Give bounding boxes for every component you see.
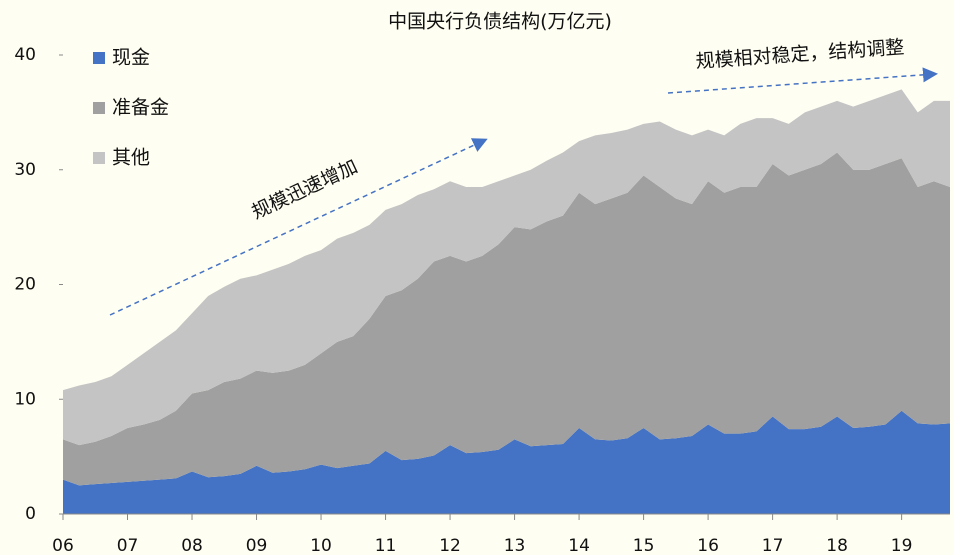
annotation: 规模迅速增加: [248, 155, 361, 223]
x-tick-label: 19: [891, 536, 913, 555]
x-tick-label: 12: [439, 536, 461, 555]
legend-swatch: [93, 152, 105, 164]
area: [63, 152, 950, 486]
x-tick-label: 17: [762, 536, 784, 555]
y-tick-label: 10: [14, 389, 36, 409]
y-tick-label: 0: [25, 504, 36, 524]
x-tick-label: 11: [375, 536, 397, 555]
x-tick-label: 13: [504, 536, 526, 555]
area: [63, 410, 950, 514]
annotation: 规模相对稳定，结构调整: [695, 36, 905, 73]
legend-swatch: [93, 102, 105, 114]
y-tick-label: 30: [14, 160, 36, 180]
annotation-arrow: [667, 67, 938, 94]
x-tick-label: 06: [52, 536, 74, 555]
x-tick-label: 08: [181, 536, 203, 555]
x-tick-label: 18: [826, 536, 848, 555]
x-tick-label: 10: [310, 536, 332, 555]
x-tick-label: 16: [697, 536, 719, 555]
x-tick-label: 15: [633, 536, 655, 555]
legend-label: 准备金: [112, 97, 169, 119]
legend-label: 其他: [112, 147, 150, 169]
area: [63, 89, 950, 446]
y-tick-label: 20: [14, 275, 36, 295]
y-tick-label: 40: [14, 45, 36, 65]
legend-swatch: [93, 52, 105, 64]
x-tick-label: 07: [117, 536, 139, 555]
chart-title: 中国央行负债结构(万亿元): [388, 11, 612, 33]
legend-label: 现金: [112, 47, 150, 69]
x-tick-label: 14: [568, 536, 590, 555]
annotation-arrow: [109, 138, 488, 316]
x-tick-label: 09: [246, 536, 268, 555]
